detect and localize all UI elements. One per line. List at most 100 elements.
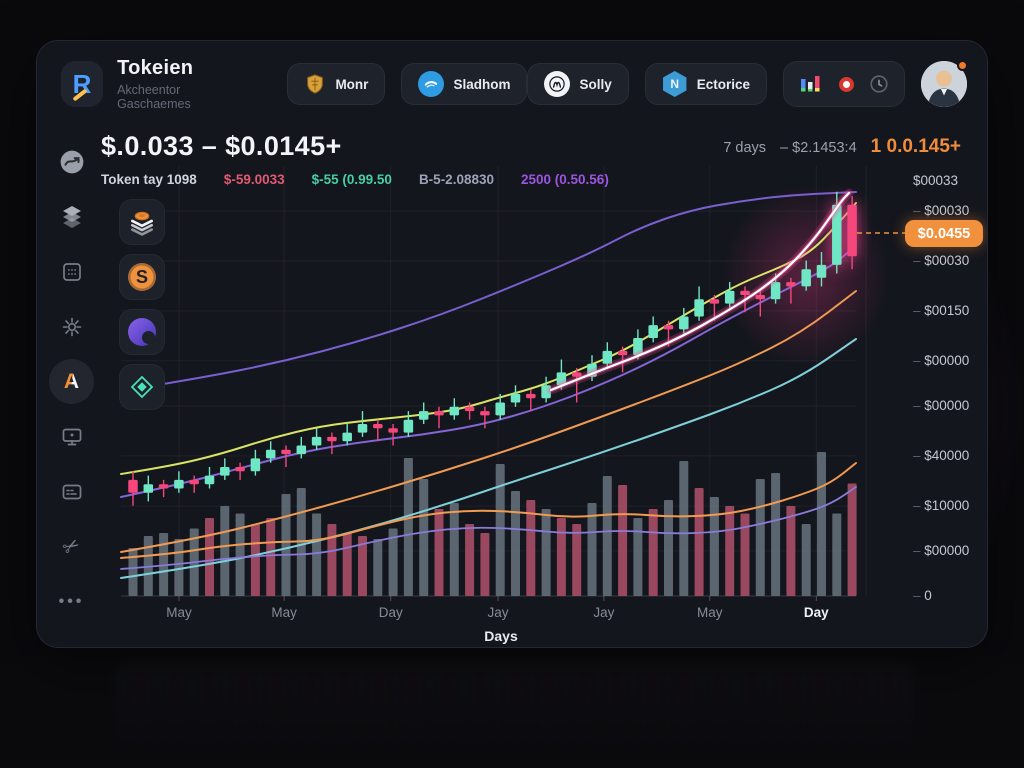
header: R Tokeien Akcheentor Gaschaemes Monr: [61, 55, 968, 113]
volume-bar: [587, 503, 597, 596]
x-axis-title: Days: [484, 628, 518, 644]
vol-ma-orange-line: [120, 462, 857, 559]
solly-button[interactable]: Solly: [527, 63, 629, 105]
candle-body: [403, 419, 414, 433]
app-title: Tokeien: [117, 57, 194, 79]
volume-bar: [541, 509, 551, 596]
market-pill: [783, 61, 905, 107]
candle-body: [311, 436, 322, 446]
volume-bar: [419, 479, 429, 596]
price-row: $.0.033 – $0.0145+ 7 days – $2.1453:4 1 …: [101, 131, 961, 162]
grid-box-icon: [62, 262, 81, 281]
volume-bar: [786, 506, 796, 596]
candle-body: [617, 350, 628, 356]
candle-body: [724, 290, 735, 304]
price-chart[interactable]: [111, 161, 911, 601]
x-axis-label: Jay: [487, 605, 509, 620]
layers-coin-icon[interactable]: [119, 199, 165, 245]
volume-bar: [388, 528, 398, 596]
candle-body: [847, 204, 857, 257]
sidebar-item-board[interactable]: [49, 469, 94, 514]
volume-bar: [235, 513, 245, 596]
s-coin-icon[interactable]: S: [119, 254, 165, 300]
candle-body: [832, 204, 842, 265]
y-axis-label: $00150: [913, 303, 969, 318]
volume-bar: [679, 461, 689, 596]
sladhom-button[interactable]: Sladhom: [401, 63, 528, 105]
hexagon-icon: N: [663, 71, 687, 97]
volume-bar: [526, 500, 536, 596]
diamond-coin-icon[interactable]: [119, 364, 165, 410]
candle-body: [694, 299, 704, 317]
volume-bar: [480, 533, 490, 596]
notification-dot: [957, 60, 968, 71]
volume-bar: [281, 494, 291, 596]
volume-bar: [373, 539, 383, 596]
sidebar-item-grid[interactable]: [49, 249, 94, 294]
volume-bar: [648, 509, 658, 596]
sidebar-item-gear[interactable]: [49, 304, 94, 349]
candle-body: [235, 467, 245, 472]
candle-body: [418, 411, 429, 420]
user-avatar[interactable]: [921, 60, 968, 107]
c-coin-icon[interactable]: [119, 309, 165, 355]
candle-body: [633, 338, 643, 356]
board-icon: [62, 484, 81, 499]
y-axis-label: $00000: [913, 353, 969, 368]
solly-label: Solly: [579, 76, 612, 92]
candle-body: [663, 325, 674, 330]
candle-body: [143, 484, 154, 493]
candle-body: [801, 269, 811, 287]
volume-bar: [403, 458, 413, 596]
candle-body: [571, 372, 582, 377]
x-axis-label: Jay: [593, 605, 615, 620]
current-price-badge: $0.0455: [905, 220, 983, 247]
sidebar-item-more[interactable]: •••: [49, 579, 94, 624]
candle-body: [220, 467, 230, 476]
ectorice-label: Ectorice: [696, 76, 750, 92]
candle-body: [388, 428, 398, 433]
mini-bars-icon[interactable]: [798, 72, 825, 96]
y-axis-label: $00030: [913, 203, 969, 218]
candle-body: [602, 350, 613, 364]
y-axis-label: $00033: [913, 173, 959, 189]
volume-bar: [725, 506, 735, 596]
scissors-icon: ✂: [58, 533, 85, 561]
volume-bar: [511, 491, 520, 596]
app-logo[interactable]: R: [61, 61, 104, 107]
stat-item: B-5-2.08830: [418, 172, 494, 187]
sidebar-item-monitor[interactable]: [49, 414, 94, 459]
record-icon[interactable]: [839, 76, 854, 92]
monr-button[interactable]: Monr: [287, 63, 386, 105]
volume-bar: [327, 524, 337, 596]
gear-icon: [62, 317, 81, 336]
volume-bar: [694, 488, 704, 596]
candle-body: [770, 282, 781, 300]
x-axis-label: Day: [378, 605, 403, 620]
stats-row: Token tay 1098 $-59.0033 $-55 (0.99.50 B…: [101, 172, 609, 187]
candle-body: [786, 282, 796, 287]
glow-core: [549, 191, 851, 392]
sidebar-item-pulse[interactable]: [49, 139, 94, 184]
y-axis-label: $00030: [913, 253, 969, 268]
monitor-icon: [62, 428, 81, 445]
app-titles: Tokeien Akcheentor Gaschaemes: [117, 57, 245, 111]
sidebar-item-a-active[interactable]: A: [49, 359, 94, 404]
monr-label: Monr: [335, 76, 369, 92]
candle-body: [495, 402, 505, 416]
y-axis-label: $00000: [913, 398, 969, 413]
sidebar-item-scissors[interactable]: ✂: [49, 524, 94, 569]
ectorice-button[interactable]: N Ectorice: [644, 63, 767, 105]
clock-icon[interactable]: [868, 73, 890, 95]
candle-body: [250, 458, 261, 472]
reflection-fade: [0, 648, 1024, 768]
x-axis: May May Day Jay Jay May Day: [111, 605, 871, 625]
candle-body: [464, 406, 475, 412]
candle-body: [128, 479, 138, 493]
volume-bar: [602, 476, 612, 596]
volume-bar: [128, 548, 138, 596]
volume-bar: [832, 513, 842, 596]
volume-bar: [709, 497, 719, 596]
volume-bar: [312, 513, 322, 596]
sidebar-item-layers[interactable]: [49, 194, 94, 239]
